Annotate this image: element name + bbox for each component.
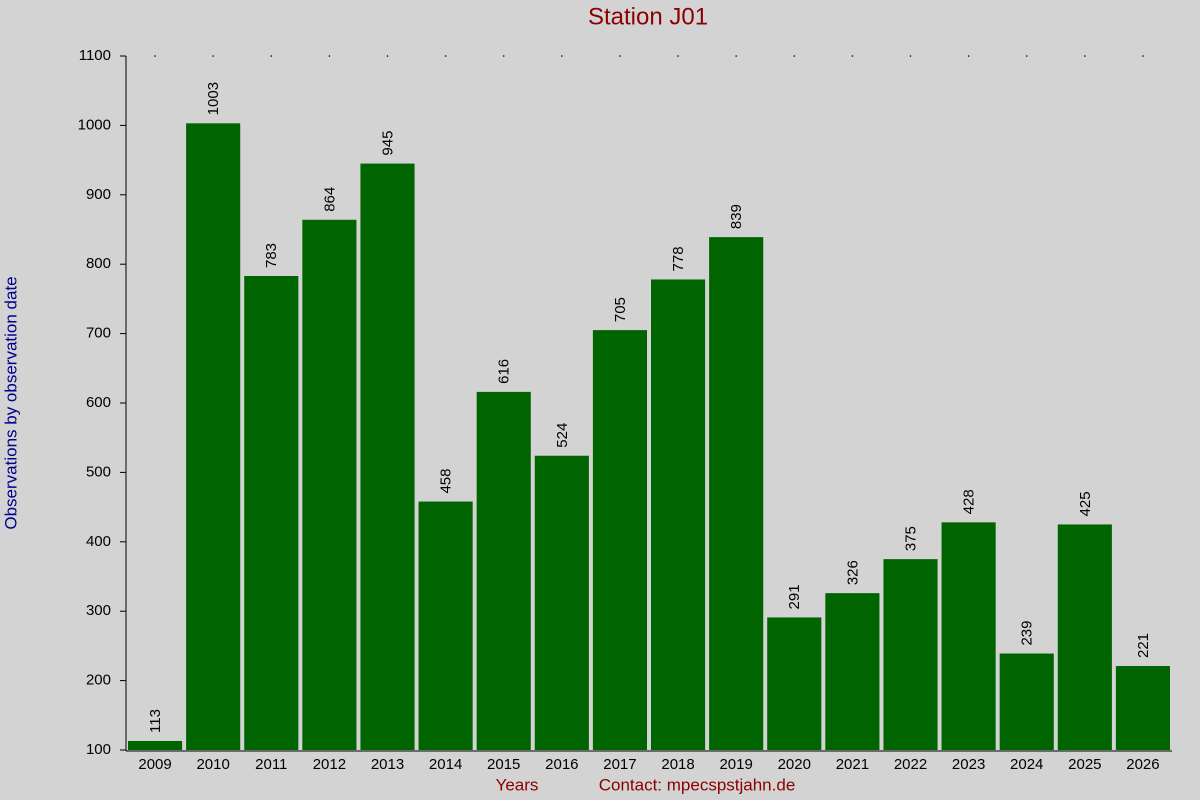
x-tick-label: 2020 (778, 756, 811, 773)
x-tick-label: 2026 (1126, 756, 1159, 773)
x-axis-label: Years (496, 775, 539, 794)
x-tick-label: 2022 (894, 756, 927, 773)
x-tick-label: 2021 (836, 756, 869, 773)
x-tick-label: 2014 (429, 756, 462, 773)
bar (360, 163, 415, 750)
bar (941, 522, 996, 750)
top-dot (793, 55, 796, 57)
value-label: 425 (1077, 491, 1094, 516)
value-label: 705 (612, 297, 629, 322)
x-tick-label: 2009 (138, 756, 171, 773)
top-dot (677, 55, 679, 57)
value-label: 945 (379, 131, 396, 156)
y-tick-label: 100 (86, 741, 111, 758)
bar (1057, 524, 1112, 750)
top-dot (154, 55, 156, 57)
top-dot (735, 55, 737, 57)
y-tick-label: 800 (86, 255, 111, 272)
x-tick-label: 2019 (719, 756, 752, 773)
value-label: 326 (844, 560, 861, 585)
bar (883, 559, 938, 750)
x-tick-label: 2024 (1010, 756, 1043, 773)
y-tick-label: 300 (86, 602, 111, 619)
top-dot (909, 55, 912, 57)
bar (1115, 666, 1170, 750)
x-tick-label: 2016 (545, 756, 578, 773)
top-dot (851, 55, 854, 57)
bar (592, 330, 647, 750)
bar (534, 455, 589, 750)
top-dot (386, 55, 389, 57)
y-tick-label: 1100 (79, 47, 111, 64)
bar (302, 219, 357, 750)
annotation: Contact: mpecspstjahn.de (599, 775, 796, 794)
value-label: 291 (786, 584, 803, 609)
bar (244, 275, 299, 750)
x-tick-label: 2010 (196, 756, 229, 773)
value-label: 616 (496, 359, 513, 384)
bar (709, 237, 764, 750)
value-label: 458 (438, 469, 455, 494)
value-label: 428 (961, 489, 978, 514)
y-axis-label: Observations by observation date (1, 276, 20, 529)
value-label: 839 (728, 204, 745, 229)
top-dot (502, 55, 505, 57)
y-tick-label: 500 (86, 463, 111, 480)
x-tick-label: 2015 (487, 756, 520, 773)
top-dot (967, 55, 970, 57)
x-tick-label: 2018 (661, 756, 694, 773)
y-tick-label: 200 (86, 672, 111, 689)
value-label: 113 (147, 709, 164, 733)
x-tick-label: 2025 (1068, 756, 1101, 773)
top-dot (561, 55, 563, 57)
top-dot (328, 55, 331, 57)
y-tick-label: 600 (86, 394, 111, 411)
y-tick-label: 900 (86, 186, 111, 203)
top-dot (1025, 55, 1028, 57)
top-dot (212, 55, 214, 57)
y-tick-label: 400 (86, 533, 111, 550)
value-label: 1003 (205, 82, 222, 115)
bar (651, 279, 706, 750)
x-tick-label: 2013 (371, 756, 404, 773)
y-tick-label: 700 (86, 325, 111, 342)
top-dot (1084, 55, 1086, 57)
chart-title: Station J01 (588, 3, 708, 30)
bar (186, 123, 241, 751)
x-tick-label: 2023 (952, 756, 985, 773)
bar (128, 740, 183, 750)
bar (767, 617, 822, 750)
y-tick-label: 1000 (78, 116, 111, 133)
x-tick-label: 2012 (313, 756, 346, 773)
top-dot (270, 55, 273, 57)
bar (825, 593, 880, 750)
top-dot (444, 55, 447, 57)
x-tick-label: 2017 (603, 756, 636, 773)
top-dot (1142, 55, 1144, 57)
bar (476, 391, 531, 750)
value-label: 375 (902, 526, 919, 551)
top-dot (619, 55, 621, 57)
value-label: 783 (263, 243, 280, 268)
value-label: 864 (321, 187, 338, 212)
bar (418, 501, 473, 750)
value-label: 524 (554, 423, 571, 448)
value-label: 239 (1019, 621, 1036, 646)
value-label: 778 (670, 246, 687, 271)
value-label: 221 (1135, 633, 1152, 658)
bar (999, 653, 1054, 750)
x-tick-label: 2011 (255, 756, 287, 773)
